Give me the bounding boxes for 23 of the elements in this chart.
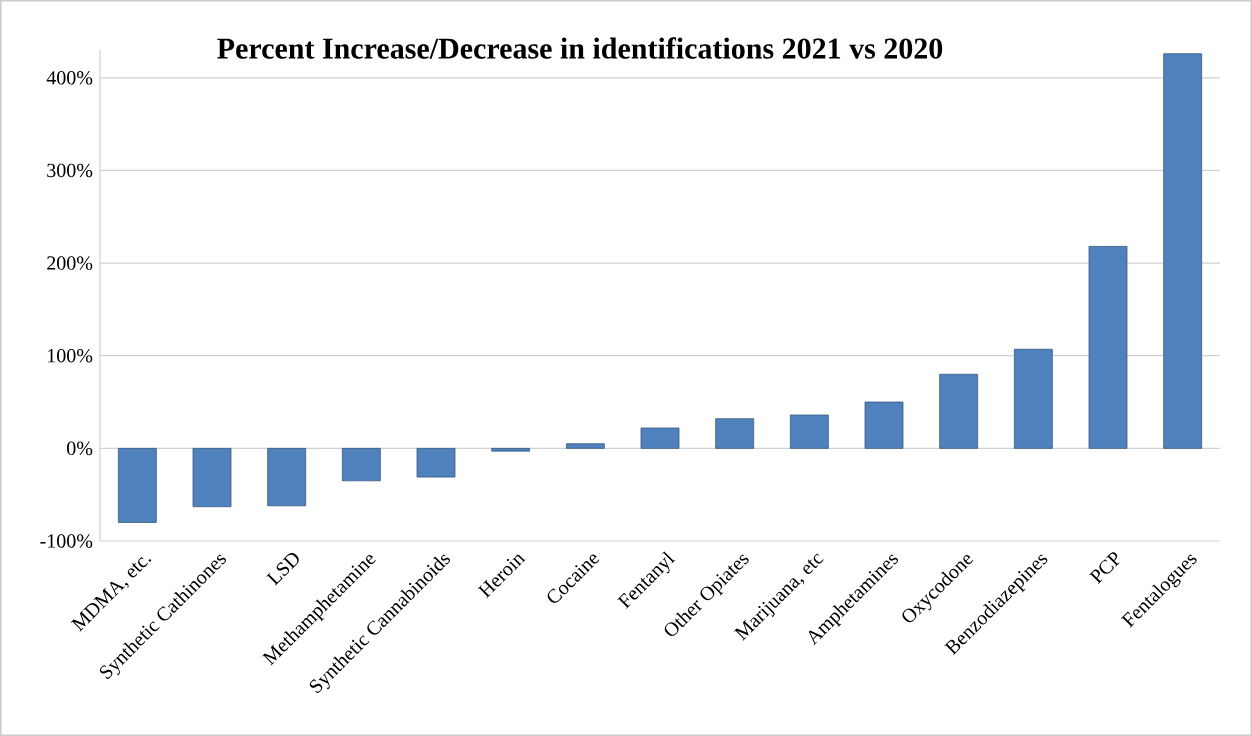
bar	[491, 447, 531, 452]
bar	[117, 447, 157, 523]
bar	[715, 418, 755, 449]
bar	[267, 447, 307, 507]
y-tick-label: 300%	[47, 163, 93, 178]
bar	[1163, 53, 1203, 449]
bar	[789, 414, 829, 449]
bar	[939, 373, 979, 449]
y-tick-label: 0%	[67, 441, 93, 456]
bar	[1088, 246, 1128, 449]
y-tick-label: -100%	[40, 534, 93, 548]
y-tick-label: 200%	[47, 256, 93, 270]
bar	[565, 443, 605, 449]
y-tick-label: 400%	[46, 71, 93, 85]
bar	[192, 447, 232, 508]
bar	[1013, 348, 1053, 449]
x-tick-label: PCP	[1088, 552, 1120, 585]
y-tick-label: 100%	[48, 348, 93, 363]
chart-title: Percent Increase/Decrease in identifications 2021 vs 2020	[217, 37, 943, 59]
bar	[640, 427, 680, 449]
bar	[864, 401, 904, 449]
bar	[341, 447, 381, 482]
bar	[416, 447, 456, 478]
